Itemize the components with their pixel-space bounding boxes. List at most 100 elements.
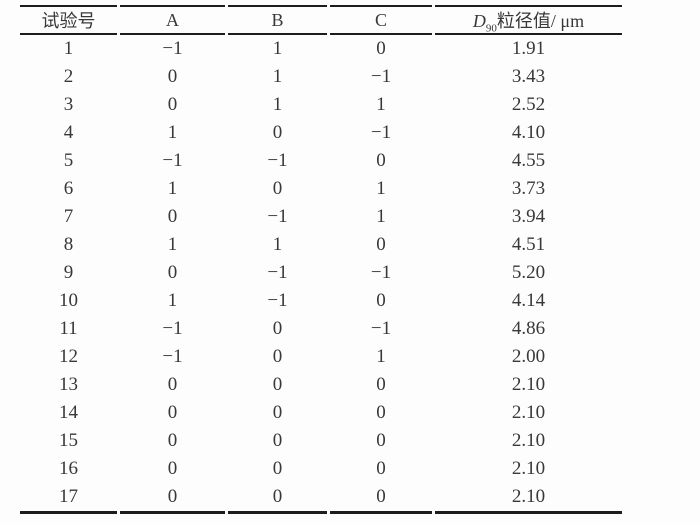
table-row: 15 0 0 0 2.10 [20, 427, 622, 455]
cell-run-number: 5 [63, 150, 74, 171]
cell-d90-value: 3.73 [511, 178, 546, 199]
cell-factor-a: −1 [162, 318, 183, 339]
cell-factor-c: −1 [370, 122, 392, 143]
table-row: 13 0 0 0 2.10 [20, 371, 622, 399]
table-header: 试验号 A B C D90粒径值/ μm [20, 5, 622, 35]
cell-factor-c: 0 [330, 483, 432, 514]
cell-factor-a: 0 [167, 458, 178, 479]
cell-d90-value: 1.91 [511, 38, 546, 59]
cell-factor-a: 1 [167, 290, 178, 311]
col-header-factor-a: A [120, 5, 225, 35]
cell-run-number: 15 [59, 430, 78, 451]
cell-d90-value: 4.14 [511, 290, 546, 311]
cell-factor-c: 0 [376, 458, 386, 479]
cell-factor-c: 1 [376, 178, 386, 199]
cell-factor-a: 0 [167, 94, 178, 115]
cell-factor-a: 0 [167, 374, 178, 395]
cell-factor-b: −1 [267, 150, 288, 171]
col-header-factor-c: C [330, 5, 432, 35]
cell-run-number: 10 [59, 290, 78, 311]
col-header-run-number: 试验号 [20, 5, 117, 35]
cell-factor-c: −1 [370, 66, 392, 87]
cell-d90-value: 2.10 [511, 430, 546, 451]
cell-factor-b: 1 [272, 234, 283, 255]
cell-factor-a: 0 [167, 262, 178, 283]
cell-d90-value: 3.43 [511, 66, 546, 87]
table-row: 7 0 −1 1 3.94 [20, 203, 622, 231]
table-row: 5 −1 −1 0 4.55 [20, 147, 622, 175]
cell-factor-c: 0 [376, 430, 386, 451]
cell-d90-value: 4.10 [511, 122, 546, 143]
table-row: 17 0 0 0 2.10 [20, 483, 622, 514]
table-row: 1 −1 1 0 1.91 [20, 35, 622, 63]
cell-run-number: 2 [63, 66, 74, 87]
cell-factor-b: −1 [267, 290, 288, 311]
d90-unit-label: 粒径值/ μm [496, 11, 585, 31]
table-row: 10 1 −1 0 4.14 [20, 287, 622, 315]
cell-factor-a: 0 [167, 206, 178, 227]
cell-factor-b: −1 [267, 206, 288, 227]
cell-run-number: 17 [20, 483, 117, 514]
d90-symbol: D [472, 11, 486, 31]
cell-factor-c: 0 [376, 374, 386, 395]
cell-run-number: 16 [59, 458, 78, 479]
cell-run-number: 11 [59, 318, 78, 339]
cell-factor-a: 0 [120, 483, 225, 514]
table-row: 6 1 0 1 3.73 [20, 175, 622, 203]
cell-factor-a: 1 [167, 234, 178, 255]
cell-factor-b: 0 [272, 430, 283, 451]
cell-factor-b: 0 [272, 458, 283, 479]
cell-d90-value: 2.52 [511, 94, 546, 115]
cell-d90-value: 2.10 [511, 458, 546, 479]
cell-d90-value: 2.10 [511, 374, 546, 395]
cell-factor-a: 1 [167, 178, 178, 199]
cell-factor-b: 0 [228, 483, 327, 514]
cell-d90-value: 5.20 [511, 262, 546, 283]
cell-run-number: 4 [63, 122, 74, 143]
cell-factor-c: 1 [376, 94, 386, 115]
cell-factor-c: 0 [376, 38, 386, 59]
d90-subscript: 90 [485, 22, 497, 35]
cell-factor-b: 0 [272, 122, 283, 143]
cell-factor-b: 1 [272, 94, 283, 115]
table-row: 8 1 1 0 4.51 [20, 231, 622, 259]
cell-factor-c: 0 [376, 234, 386, 255]
cell-factor-c: 0 [376, 402, 386, 423]
cell-factor-a: −1 [162, 150, 183, 171]
cell-run-number: 1 [63, 38, 74, 59]
cell-factor-b: 0 [272, 318, 283, 339]
cell-d90-value: 2.10 [435, 483, 622, 514]
cell-factor-a: −1 [162, 346, 183, 367]
cell-run-number: 12 [59, 346, 78, 367]
table-row: 14 0 0 0 2.10 [20, 399, 622, 427]
table-body: 1 −1 1 0 1.91 2 0 1 −1 3.43 3 0 1 1 2.52… [20, 35, 622, 514]
cell-factor-a: 0 [167, 66, 178, 87]
table-row: 2 0 1 −1 3.43 [20, 63, 622, 91]
cell-factor-c: 0 [376, 290, 386, 311]
cell-factor-a: 1 [167, 122, 178, 143]
cell-d90-value: 2.00 [511, 346, 546, 367]
cell-run-number: 7 [63, 206, 74, 227]
cell-run-number: 13 [59, 374, 78, 395]
cell-d90-value: 4.55 [511, 150, 546, 171]
cell-factor-c: −1 [370, 262, 392, 283]
table-row: 11 −1 0 −1 4.86 [20, 315, 622, 343]
cell-factor-b: −1 [267, 262, 288, 283]
cell-factor-c: 0 [376, 150, 386, 171]
cell-d90-value: 4.51 [511, 234, 546, 255]
table-row: 16 0 0 0 2.10 [20, 455, 622, 483]
cell-d90-value: 2.10 [511, 402, 546, 423]
table-row: 12 −1 0 1 2.00 [20, 343, 622, 371]
cell-factor-a: 0 [167, 430, 178, 451]
cell-factor-b: 0 [272, 178, 283, 199]
cell-factor-c: −1 [370, 318, 392, 339]
col-header-factor-b: B [228, 5, 327, 35]
cell-run-number: 3 [63, 94, 74, 115]
table-row: 9 0 −1 −1 5.20 [20, 259, 622, 287]
cell-factor-c: 1 [376, 206, 386, 227]
experiment-design-table: 试验号 A B C D90粒径值/ μm 1 −1 1 0 1.91 2 0 1… [17, 5, 625, 514]
cell-factor-a: −1 [162, 38, 183, 59]
cell-run-number: 14 [59, 402, 78, 423]
cell-factor-b: 0 [272, 346, 283, 367]
